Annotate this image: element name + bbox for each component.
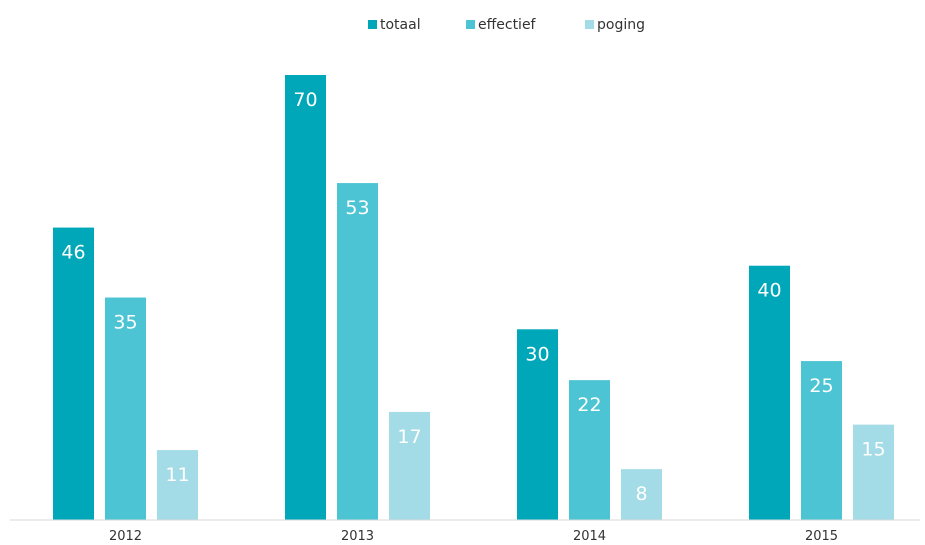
- chart-legend: totaal effectief poging: [368, 17, 645, 33]
- bar-totaal-2014: [517, 329, 558, 520]
- legend-swatch-poging: [585, 20, 594, 29]
- bar-poging-2014: [621, 469, 662, 520]
- legend-label-totaal: totaal: [380, 17, 421, 33]
- x-tick-label-2014: 2014: [573, 529, 606, 544]
- data-label-poging-2015: 15: [861, 439, 885, 461]
- data-label-totaal-2013: 70: [293, 89, 317, 111]
- x-tick-label-2012: 2012: [109, 529, 142, 544]
- bar-effectief-2012: [105, 297, 146, 520]
- x-axis-ticks: 2012 2013 2014 2015: [109, 529, 838, 544]
- x-tick-label-2015: 2015: [805, 529, 838, 544]
- legend-swatch-totaal: [368, 20, 377, 29]
- legend-label-poging: poging: [597, 17, 645, 33]
- bar-totaal-2013: [285, 75, 326, 520]
- data-label-effectief-2013: 53: [345, 197, 369, 219]
- bar-totaal-2012: [53, 227, 94, 521]
- data-label-poging-2014: 8: [635, 483, 647, 505]
- x-tick-label-2013: 2013: [341, 529, 374, 544]
- data-label-poging-2013: 17: [397, 426, 421, 448]
- legend-swatch-effectief: [466, 20, 475, 29]
- bar-poging-2012: [157, 450, 198, 520]
- bar-poging-2015: [853, 424, 894, 520]
- data-label-effectief-2012: 35: [113, 312, 137, 334]
- bar-effectief-2014: [569, 380, 610, 520]
- bar-totaal-2015: [749, 265, 790, 520]
- chart-bars: 46 35 11 70 53 17 30 22 8 40 25 15: [53, 75, 894, 521]
- data-label-poging-2012: 11: [165, 464, 189, 486]
- data-label-effectief-2014: 22: [577, 394, 601, 416]
- data-label-totaal-2012: 46: [61, 242, 85, 264]
- data-label-effectief-2015: 25: [809, 375, 833, 397]
- bar-poging-2013: [389, 411, 430, 520]
- data-label-totaal-2014: 30: [525, 343, 549, 365]
- data-label-totaal-2015: 40: [757, 280, 781, 302]
- bar-effectief-2013: [337, 183, 378, 521]
- legend-label-effectief: effectief: [478, 17, 537, 33]
- bar-effectief-2015: [801, 361, 842, 520]
